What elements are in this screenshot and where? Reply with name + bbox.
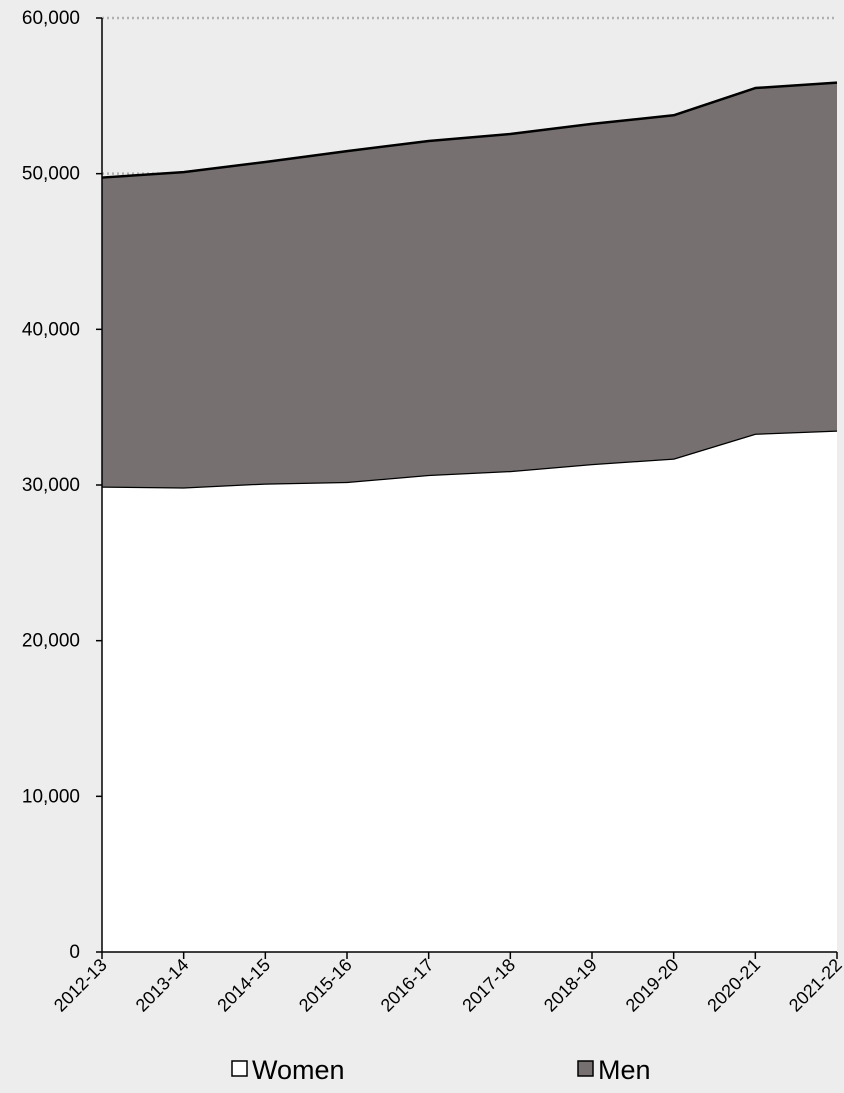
area-women [102, 430, 837, 952]
y-tick-label: 60,000 [22, 8, 80, 29]
x-tick-label: 2016-17 [377, 955, 438, 1016]
area-series [101, 81, 838, 952]
axes [96, 17, 838, 959]
y-tick-label: 10,000 [22, 786, 80, 807]
y-tick-label: 20,000 [22, 631, 80, 652]
x-tick-labels: 2012-13 2013-14 2014-15 2015-16 2016-17 2017-… [50, 955, 844, 1016]
legend-swatch-men [577, 1060, 594, 1077]
x-tick-label: 2021-22 [785, 955, 844, 1016]
x-tick-label: 2015-16 [295, 955, 356, 1016]
x-tick-label: 2018-19 [540, 955, 601, 1016]
x-tick-label: 2013-14 [132, 955, 193, 1016]
legend: Women Men [231, 1055, 651, 1085]
legend-label-men: Men [598, 1055, 651, 1085]
x-tick-label: 2017-18 [458, 955, 519, 1016]
y-tick-labels: 0 10,000 20,000 30,000 40,000 50,000 60,000 [22, 8, 80, 963]
x-tick-label: 2020-21 [703, 955, 764, 1016]
x-tick-label: 2012-13 [50, 955, 111, 1016]
series-line-men [101, 81, 838, 179]
legend-swatch-women [231, 1060, 248, 1077]
y-tick-label: 30,000 [22, 475, 80, 496]
y-tick-label: 50,000 [22, 164, 80, 185]
y-tick-label: 40,000 [22, 319, 80, 340]
area-men [102, 82, 837, 488]
y-tick-label: 0 [69, 942, 80, 963]
legend-label-women: Women [252, 1055, 345, 1085]
x-tick-label: 2019-20 [622, 955, 683, 1016]
x-tick-label: 2014-15 [213, 955, 274, 1016]
